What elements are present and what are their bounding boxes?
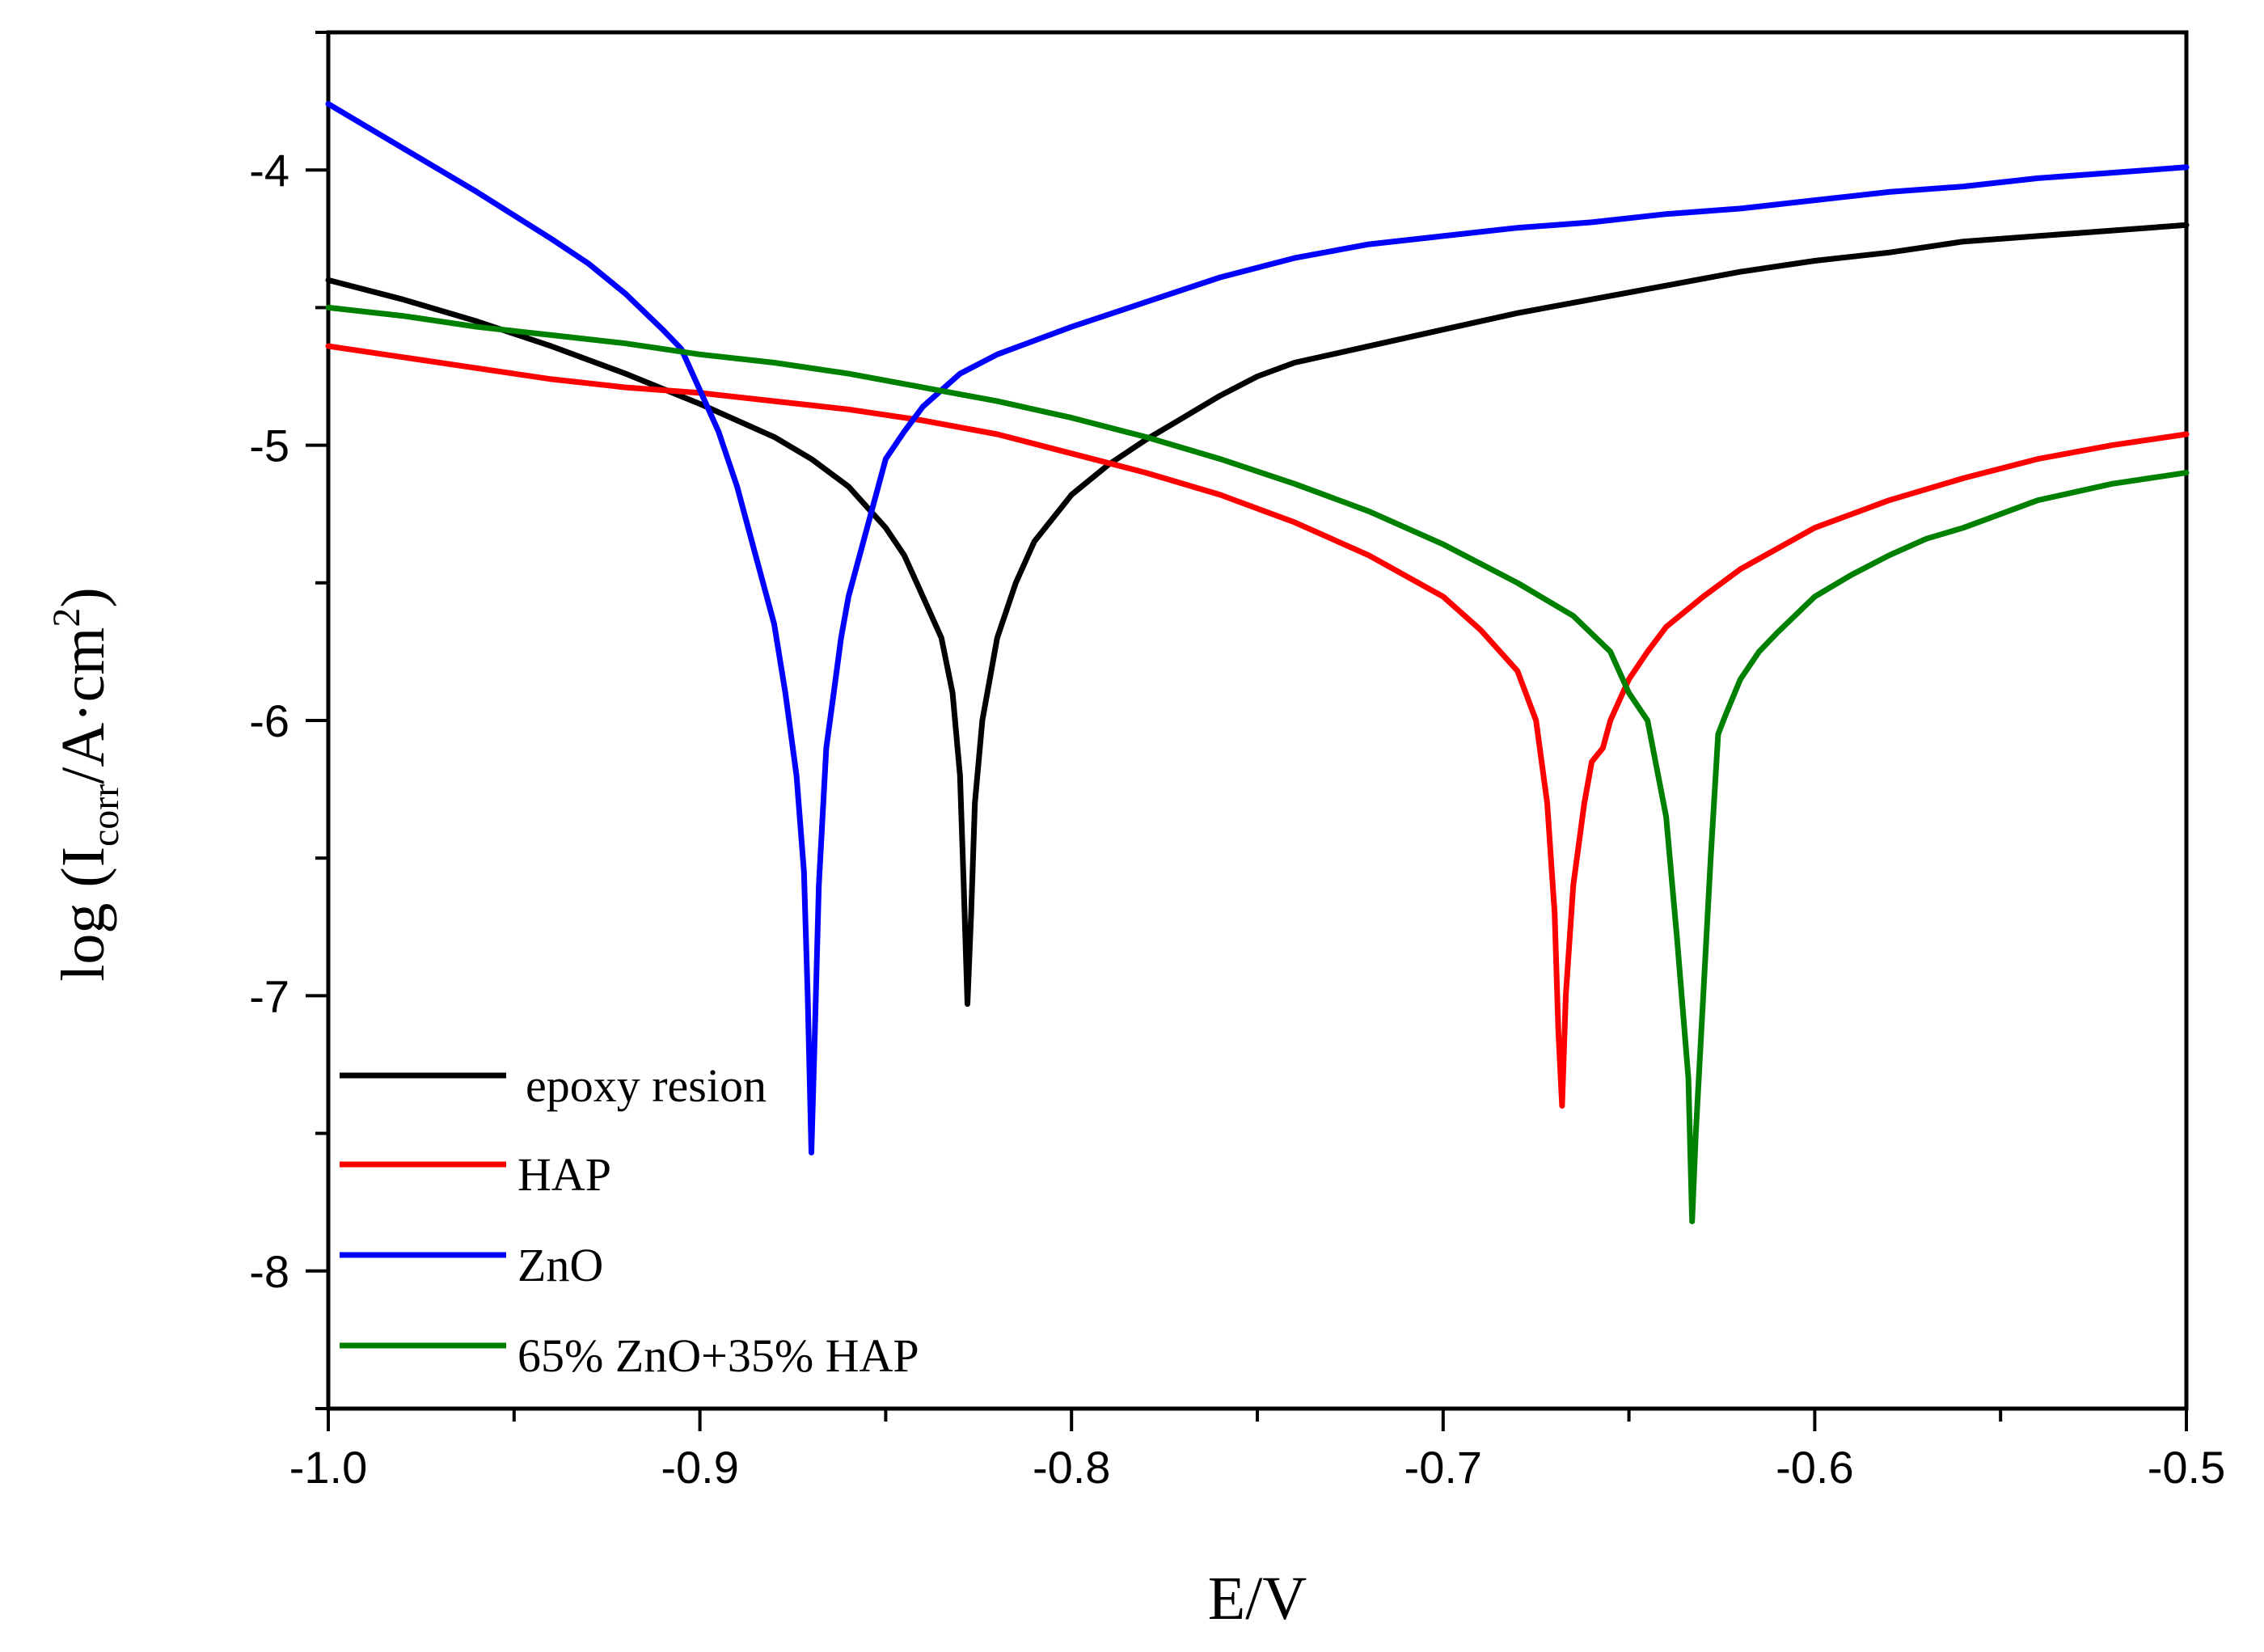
- y-axis-title-prefix: log (I: [49, 847, 117, 982]
- y-tick-label: -8: [249, 1246, 289, 1297]
- y-axis-title-superscript: 2: [45, 608, 88, 627]
- series-line-1: [325, 343, 2190, 1109]
- series-group: [325, 101, 2190, 1224]
- x-tick-label: -0.5: [2148, 1442, 2226, 1493]
- y-axis-title-subscript: corr: [84, 784, 127, 847]
- legend-label-hap: HAP: [517, 1148, 611, 1201]
- legend-label-zno: ZnO: [517, 1239, 603, 1291]
- legend: epoxy resion HAP ZnO 65% ZnO+35% HAP: [340, 1059, 919, 1382]
- x-tick-label: -0.9: [661, 1442, 739, 1493]
- y-tick-label: -5: [249, 420, 289, 471]
- y-axis-title: log (Icorr/A·cm2): [45, 587, 127, 981]
- y-axis-title-suffix: ): [49, 587, 117, 607]
- x-tick-label: -0.7: [1404, 1442, 1483, 1493]
- x-tick-label: -0.8: [1033, 1442, 1111, 1493]
- plot-frame: [326, 30, 2189, 1411]
- x-tick-label: -0.6: [1776, 1442, 1854, 1493]
- x-axis: -1.0 -0.9 -0.8 -0.7 -0.6 -0.5: [289, 1409, 2226, 1493]
- y-axis: -4 -5 -6 -7 -8: [249, 31, 328, 1410]
- series-line-3: [325, 304, 2190, 1224]
- series-line-2: [325, 101, 2190, 1156]
- y-tick-label: -4: [249, 145, 289, 196]
- x-axis-title: E/V: [1208, 1565, 1307, 1633]
- legend-label-epoxy: epoxy resion: [526, 1059, 767, 1112]
- y-tick-label: -6: [249, 695, 289, 746]
- x-tick-label: -1.0: [289, 1442, 368, 1493]
- y-tick-label: -7: [249, 970, 289, 1021]
- series-line-0: [325, 222, 2190, 1008]
- legend-label-composite: 65% ZnO+35% HAP: [517, 1329, 919, 1382]
- y-axis-title-middle: /A·cm: [49, 627, 117, 784]
